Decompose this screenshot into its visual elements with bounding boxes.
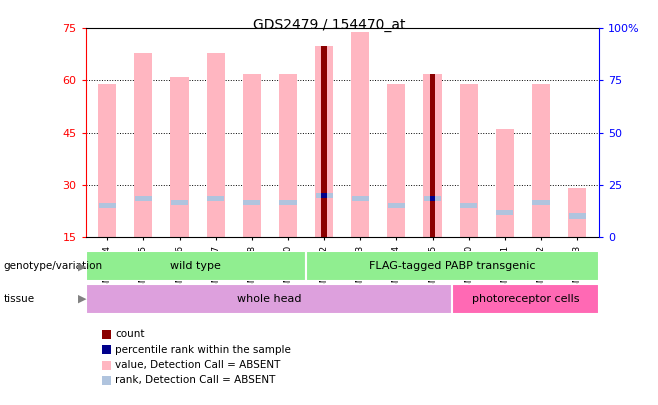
- Text: whole head: whole head: [237, 294, 301, 304]
- Text: ▶: ▶: [78, 294, 86, 304]
- Bar: [280, 200, 297, 205]
- Text: ▶: ▶: [78, 262, 86, 271]
- Bar: [315, 46, 333, 237]
- Text: tissue: tissue: [3, 294, 34, 304]
- Text: GDS2479 / 154470_at: GDS2479 / 154470_at: [253, 18, 405, 32]
- Bar: [98, 84, 116, 237]
- Bar: [170, 77, 189, 237]
- Bar: [207, 196, 224, 201]
- Text: genotype/variation: genotype/variation: [3, 262, 103, 271]
- Text: value, Detection Call = ABSENT: value, Detection Call = ABSENT: [115, 360, 280, 370]
- Text: FLAG-tagged PABP transgenic: FLAG-tagged PABP transgenic: [369, 261, 536, 271]
- Bar: [388, 203, 405, 208]
- Bar: [568, 188, 586, 237]
- Bar: [452, 284, 599, 314]
- Bar: [430, 196, 436, 201]
- Bar: [424, 74, 442, 237]
- Bar: [134, 53, 153, 237]
- Bar: [460, 203, 477, 208]
- Text: photoreceptor cells: photoreceptor cells: [472, 294, 579, 304]
- Bar: [351, 32, 369, 237]
- Bar: [279, 74, 297, 237]
- Text: rank, Detection Call = ABSENT: rank, Detection Call = ABSENT: [115, 375, 276, 385]
- Bar: [86, 284, 452, 314]
- Bar: [207, 53, 224, 237]
- Text: count: count: [115, 329, 145, 339]
- Bar: [495, 129, 514, 237]
- Text: wild type: wild type: [170, 261, 221, 271]
- Bar: [321, 46, 327, 237]
- Bar: [321, 193, 327, 198]
- Bar: [171, 200, 188, 205]
- Bar: [315, 193, 333, 198]
- Bar: [243, 74, 261, 237]
- Bar: [243, 200, 261, 205]
- Bar: [351, 196, 369, 201]
- Bar: [424, 196, 441, 201]
- Bar: [99, 203, 116, 208]
- Bar: [135, 196, 152, 201]
- Text: percentile rank within the sample: percentile rank within the sample: [115, 345, 291, 354]
- Bar: [532, 84, 550, 237]
- Bar: [496, 210, 513, 215]
- Bar: [86, 251, 305, 281]
- Bar: [430, 74, 436, 237]
- Bar: [388, 84, 405, 237]
- Bar: [460, 84, 478, 237]
- Bar: [569, 213, 586, 219]
- Bar: [305, 251, 599, 281]
- Bar: [532, 200, 549, 205]
